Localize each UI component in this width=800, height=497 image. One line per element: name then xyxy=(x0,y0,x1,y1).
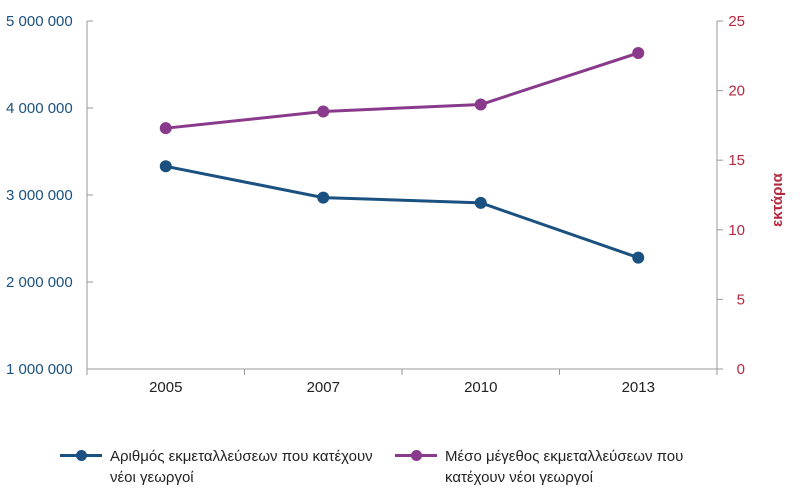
series-line-1 xyxy=(165,164,639,260)
legend-item-farm-size: Μέσο μέγεθος εκμεταλλεύσεων που κατέχουν… xyxy=(395,446,735,488)
right-y-tick-label: 10 xyxy=(728,222,745,239)
left-y-tick-label: 3 000 000 xyxy=(6,187,73,204)
right-y-tick-label: 20 xyxy=(728,83,745,100)
x-tick-label: 2013 xyxy=(622,379,655,396)
right-axis-title: εκτάρια xyxy=(769,172,786,226)
left-y-tick-label: 2 000 000 xyxy=(6,274,73,291)
series-2-point xyxy=(159,122,172,135)
legend-label-farm-count: Αριθμός εκμεταλλεύσεων που κατέχουν νέοι… xyxy=(110,448,373,486)
axes-layer: 1 000 000 2 000 000 3 000 000 4 000 000 5 00… xyxy=(6,13,745,396)
series-line-2 xyxy=(165,51,639,130)
left-y-tick-label: 1 000 000 xyxy=(6,361,73,378)
x-tick-label: 2007 xyxy=(307,379,340,396)
right-y-tick-label: 15 xyxy=(728,152,745,169)
x-tick-label: 2005 xyxy=(149,379,182,396)
series-1-point xyxy=(474,196,487,209)
series-1-point xyxy=(159,160,172,173)
legend-item-farm-count: Αριθμός εκμεταλλεύσεων που κατέχουν νέοι… xyxy=(60,446,400,488)
series-layer xyxy=(159,47,645,264)
series-2-point xyxy=(632,47,645,60)
x-tick-label: 2010 xyxy=(464,379,497,396)
right-y-tick-label: 0 xyxy=(737,361,745,378)
right-y-tick-label: 25 xyxy=(728,13,745,30)
left-y-tick-label: 5 000 000 xyxy=(6,13,73,30)
series-2-point xyxy=(317,105,330,118)
legend-label-farm-size: Μέσο μέγεθος εκμεταλλεύσεων που κατέχουν… xyxy=(445,448,684,486)
legend-swatch-farm-size xyxy=(395,446,437,464)
series-1-point xyxy=(317,191,330,204)
series-2-point xyxy=(474,98,487,111)
left-y-tick-label: 4 000 000 xyxy=(6,100,73,117)
legend-swatch-farm-count xyxy=(60,446,102,464)
right-y-tick-label: 5 xyxy=(737,291,745,308)
series-1-point xyxy=(632,251,645,264)
